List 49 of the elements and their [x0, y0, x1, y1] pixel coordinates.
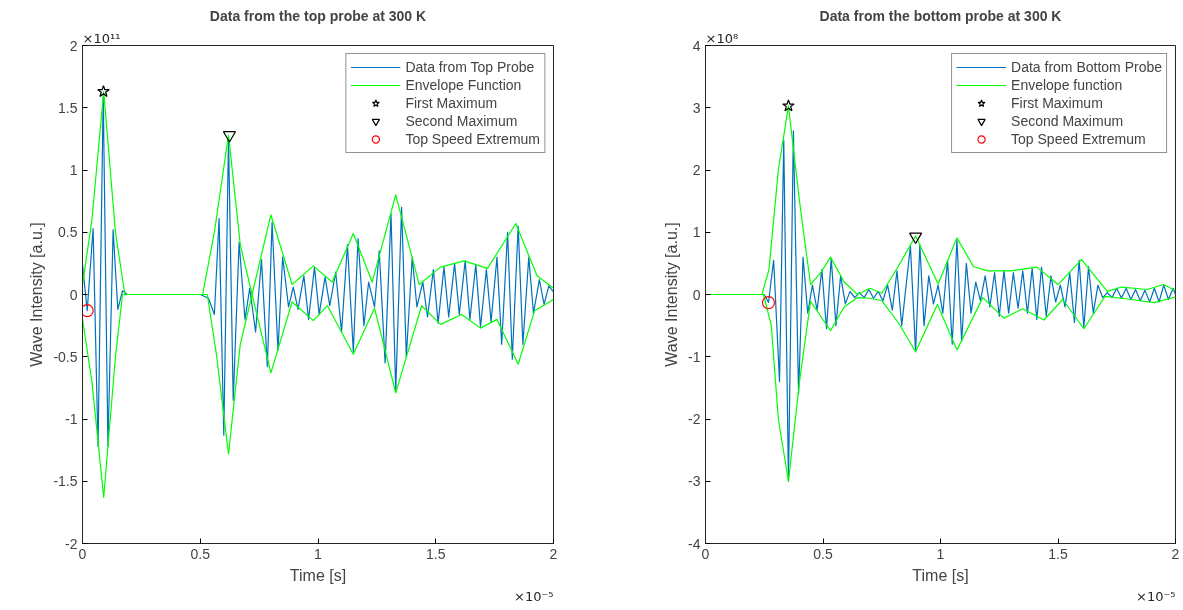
- y-axis-title: Wave Intensity [a.u.]: [28, 222, 46, 367]
- x-tick-label: 1.5: [1048, 545, 1068, 562]
- y-tick-label: 2: [692, 162, 701, 178]
- legend-label: Envelope Function: [405, 76, 522, 94]
- legend-label: Top Speed Extremum: [1011, 130, 1146, 148]
- text: ×10⁻⁵: [513, 588, 554, 604]
- y-tick-label: 3: [692, 99, 701, 116]
- y-tick-label: -2: [688, 411, 701, 427]
- y-tick-label: 1.5: [58, 99, 78, 116]
- point: [782, 99, 795, 112]
- text: ×10⁻⁵: [1135, 588, 1176, 604]
- x-tick-label: 0.5: [813, 545, 833, 562]
- x-tick-label: 1: [314, 545, 323, 562]
- y-tick-label: 0: [692, 286, 701, 303]
- y-tick-label: -1: [65, 411, 78, 427]
- y-tick-label: -1: [688, 348, 701, 365]
- y-tick-label: 1: [692, 224, 701, 241]
- y-tick-label: -0.5: [53, 348, 78, 365]
- x-tick-label: 1.5: [426, 545, 446, 562]
- y-tick-label: 2: [69, 37, 78, 54]
- x-axis-title: Time [s]: [289, 566, 347, 584]
- legend-label: Envelope function: [1011, 76, 1123, 94]
- chart-title: Data from the top probe at 300 K: [209, 7, 427, 24]
- x-tick-label: 2: [549, 545, 558, 562]
- y-tick-label: 4: [692, 37, 701, 54]
- point: [761, 296, 776, 310]
- y-tick-label: -2: [65, 535, 78, 552]
- y-tick-label: 1: [69, 162, 78, 178]
- legend-label: Second Maximum: [405, 112, 518, 130]
- text: ×10¹¹: [82, 30, 121, 46]
- legend-label: First Maximum: [1011, 94, 1103, 112]
- y-tick-label: 0: [69, 286, 78, 303]
- y-axis-title: Wave Intensity [a.u.]: [663, 222, 681, 367]
- y-tick-label: -3: [688, 473, 701, 490]
- legend-label: First Maximum: [405, 94, 498, 112]
- legend-label: Second Maximum: [1011, 112, 1124, 130]
- legend-label: Data from Bottom Probe: [1011, 58, 1162, 76]
- chart-title: Data from the bottom probe at 300 K: [819, 7, 1062, 24]
- y-tick-label: 0.5: [58, 224, 78, 241]
- x-axis-title: Time [s]: [912, 566, 969, 584]
- x-tick-label: 0.5: [190, 545, 211, 562]
- y-tick-label: -4: [688, 535, 701, 552]
- text: ×10⁸: [705, 30, 739, 46]
- x-tick-label: 1: [936, 545, 945, 562]
- legend-label: Top Speed Extremum: [405, 130, 540, 148]
- x-tick-label: 2: [1171, 545, 1180, 562]
- y-tick-label: -1.5: [53, 473, 78, 490]
- point: [908, 232, 923, 245]
- legend-label: Data from Top Probe: [405, 58, 535, 76]
